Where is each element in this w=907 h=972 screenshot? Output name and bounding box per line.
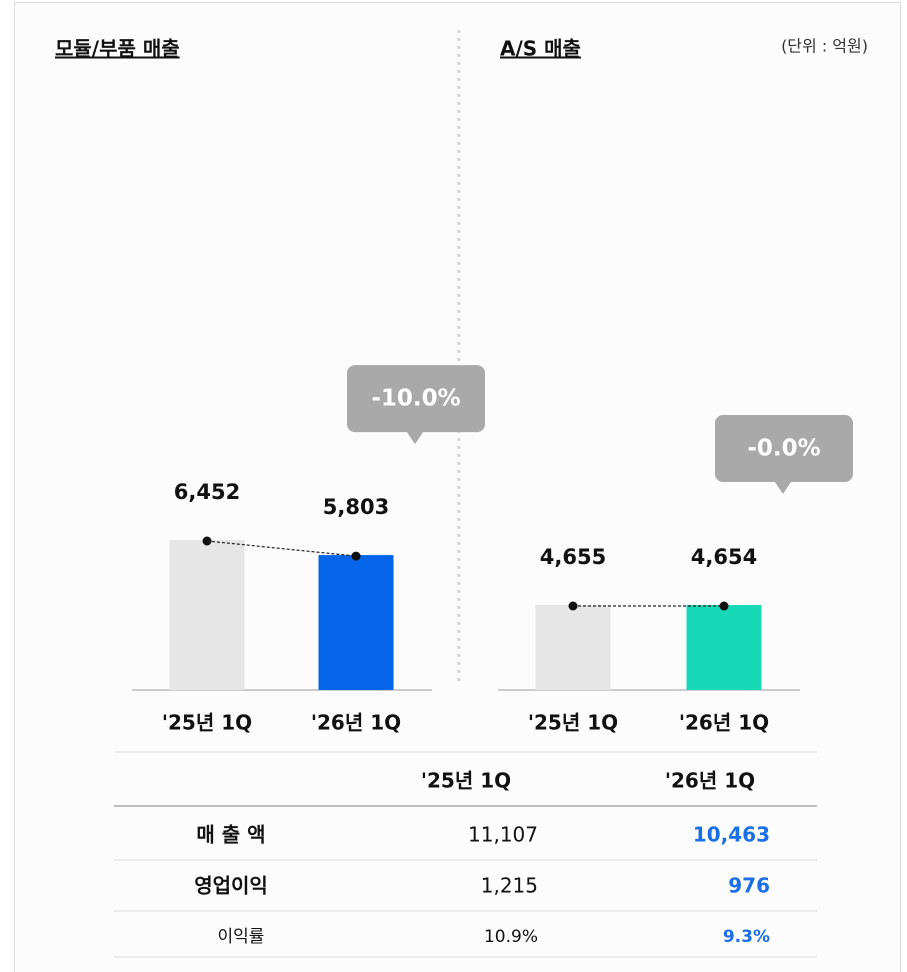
column-header: '25년 1Q: [421, 769, 511, 793]
category-label: '25년 1Q: [528, 711, 618, 735]
chart-title: 모듈/부품 매출: [55, 37, 180, 61]
change-label: -0.0%: [747, 436, 820, 462]
trend-dot: [202, 536, 212, 546]
change-label: -10.0%: [371, 386, 460, 412]
category-label: '25년 1Q: [162, 711, 252, 735]
category-label: '26년 1Q: [311, 711, 401, 735]
value-label: 4,655: [540, 545, 606, 569]
cell-value: 9.3%: [723, 927, 770, 947]
column-header: '26년 1Q: [665, 769, 755, 793]
bar: [169, 540, 245, 690]
chart-title: A/S 매출: [500, 37, 581, 61]
row-label: 매 출 액: [196, 823, 265, 847]
trend-dot: [351, 551, 361, 561]
change-callout: [715, 415, 853, 495]
change-callout: [347, 365, 485, 445]
cell-value: 10,463: [693, 823, 770, 847]
value-label: 4,654: [691, 545, 757, 569]
cell-value: 10.9%: [484, 927, 538, 947]
bar: [318, 555, 394, 690]
cell-value: 1,215: [481, 874, 538, 898]
trend-dot: [719, 601, 729, 611]
row-label: 이익률: [218, 927, 265, 947]
category-label: '26년 1Q: [679, 711, 769, 735]
unit-label: (단위 : 억원): [781, 37, 868, 56]
value-label: 6,452: [174, 480, 240, 504]
bar: [535, 605, 611, 690]
cell-value: 11,107: [468, 823, 538, 847]
value-label: 5,803: [323, 495, 389, 519]
row-label: 영업이익: [194, 874, 268, 898]
bar: [686, 605, 762, 690]
cell-value: 976: [728, 874, 770, 898]
trend-dot: [568, 601, 578, 611]
